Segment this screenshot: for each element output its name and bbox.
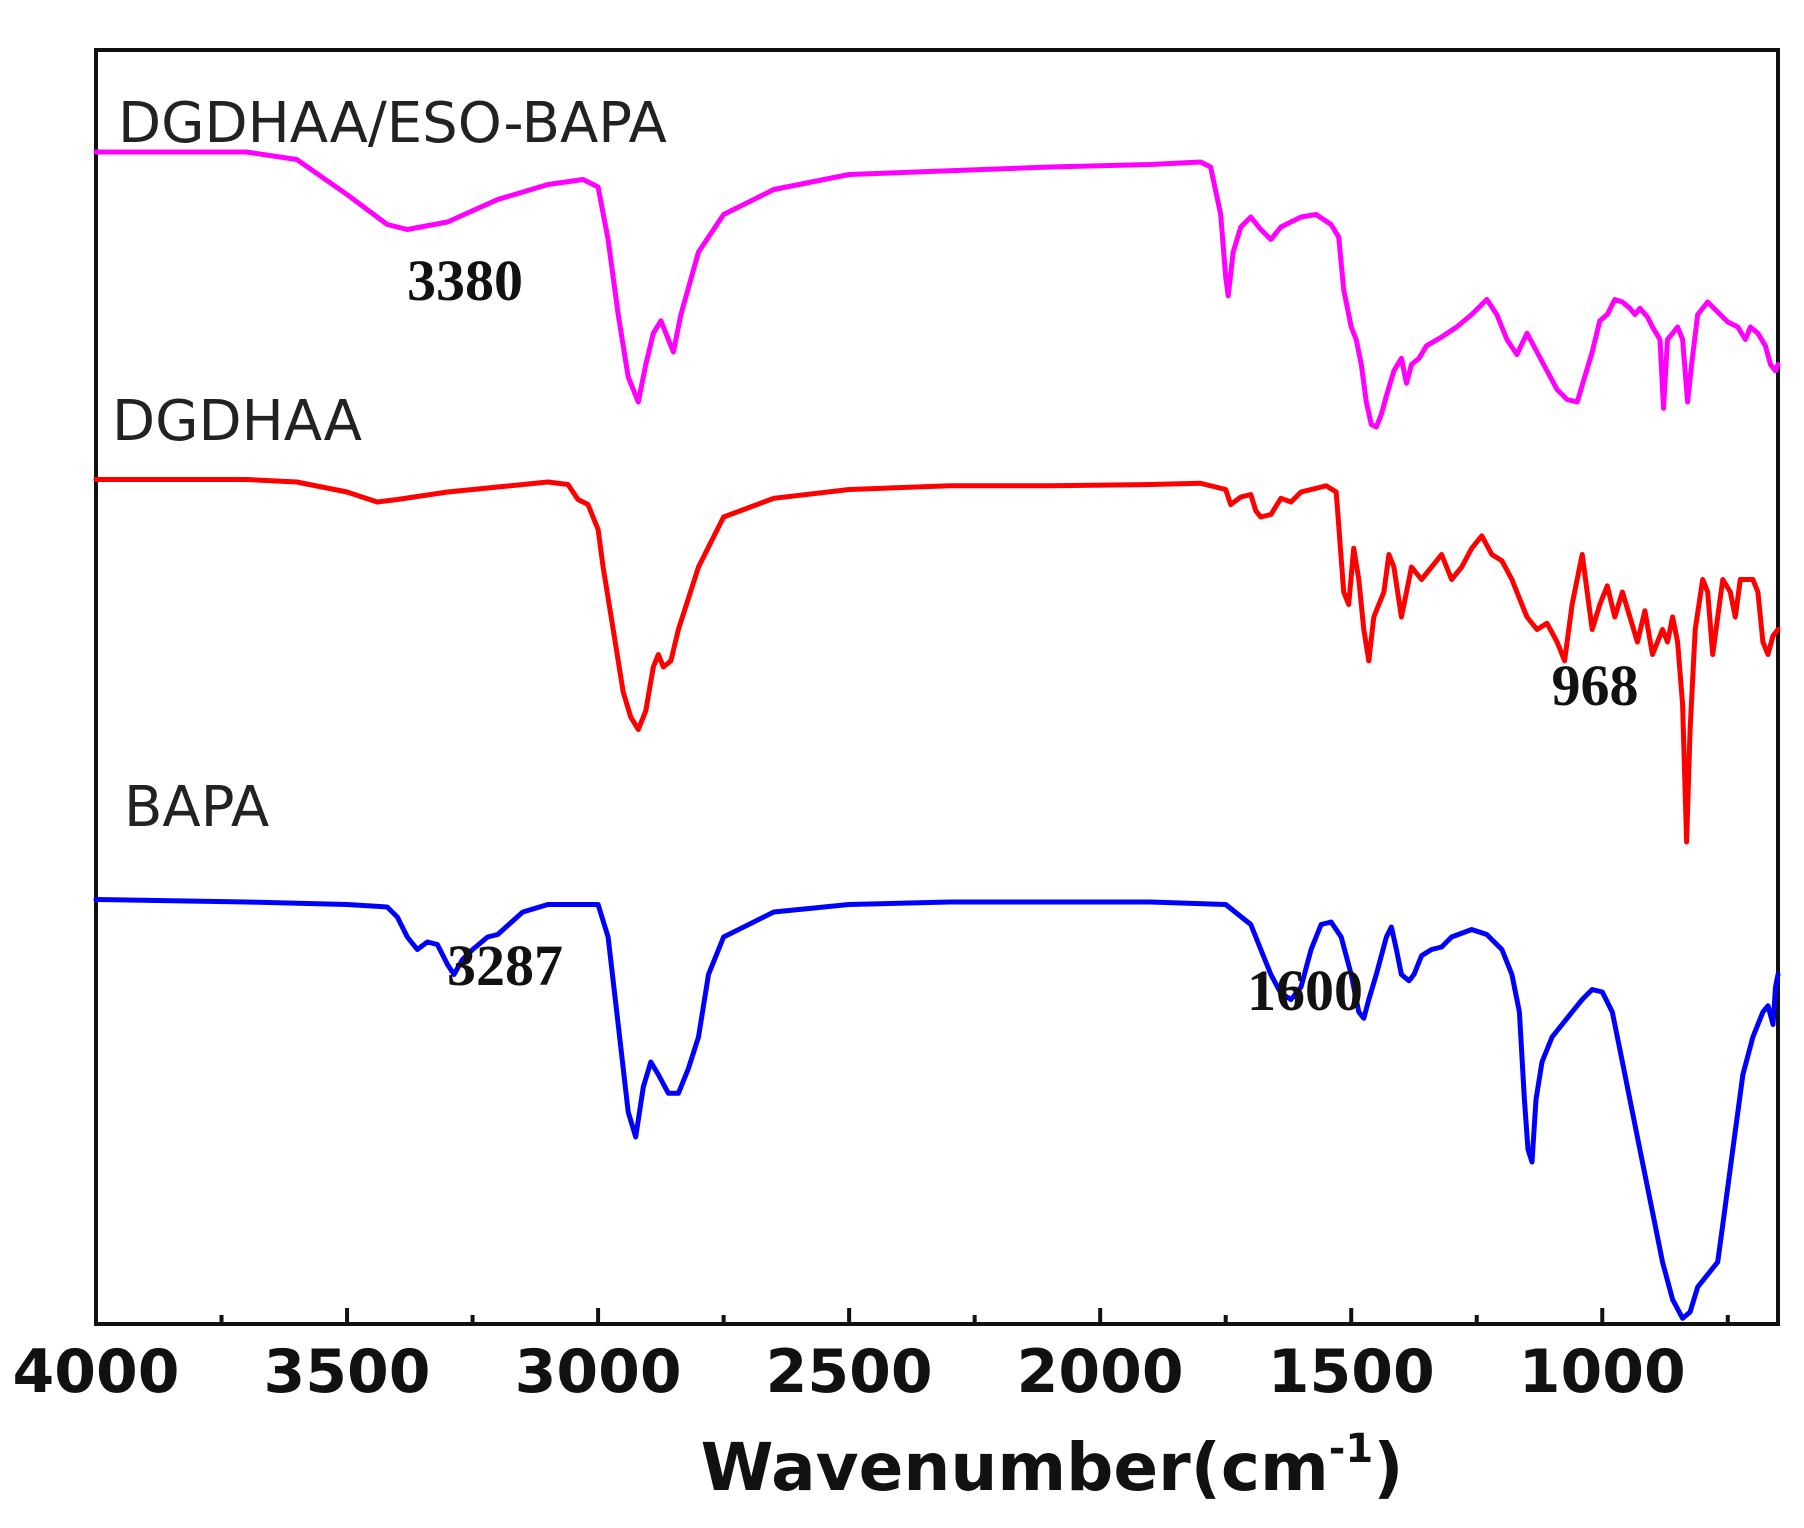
x-tick-label-3500: 3500: [264, 1337, 431, 1407]
peak-annotations: 3380 968 3287 1600: [407, 248, 1639, 1023]
x-tick-label-1500: 1500: [1268, 1337, 1435, 1407]
series-line-dgdhaa-eso-bapa: [93, 149, 1781, 430]
x-axis-title: Wavenumber(cm-1): [701, 1426, 1404, 1506]
x-tick-label-2500: 2500: [766, 1337, 933, 1407]
series-labels: DGDHAA/ESO-BAPA DGDHAA BAPA: [112, 91, 667, 840]
peak-label-1600: 1600: [1247, 958, 1363, 1023]
x-axis-ticks: 4000 3500 3000 2500 2000 1500 1000: [13, 1308, 1730, 1407]
x-tick-label-4000: 4000: [13, 1337, 180, 1407]
series-label-dgdhaa: DGDHAA: [112, 389, 362, 454]
series-line-bapa: [93, 897, 1781, 1321]
x-tick-label-3000: 3000: [515, 1337, 682, 1407]
peak-label-3380: 3380: [407, 248, 523, 313]
series-label-bapa: BAPA: [124, 775, 269, 840]
x-tick-label-1000: 1000: [1519, 1337, 1686, 1407]
x-tick-label-2000: 2000: [1017, 1337, 1184, 1407]
peak-label-968: 968: [1552, 653, 1639, 718]
series-line-dgdhaa: [93, 477, 1781, 845]
plot-frame: [94, 48, 1780, 1326]
peak-label-3287: 3287: [447, 933, 563, 998]
series-curves: [93, 149, 1781, 1321]
series-label-dgdhaa-eso-bapa: DGDHAA/ESO-BAPA: [118, 91, 667, 156]
